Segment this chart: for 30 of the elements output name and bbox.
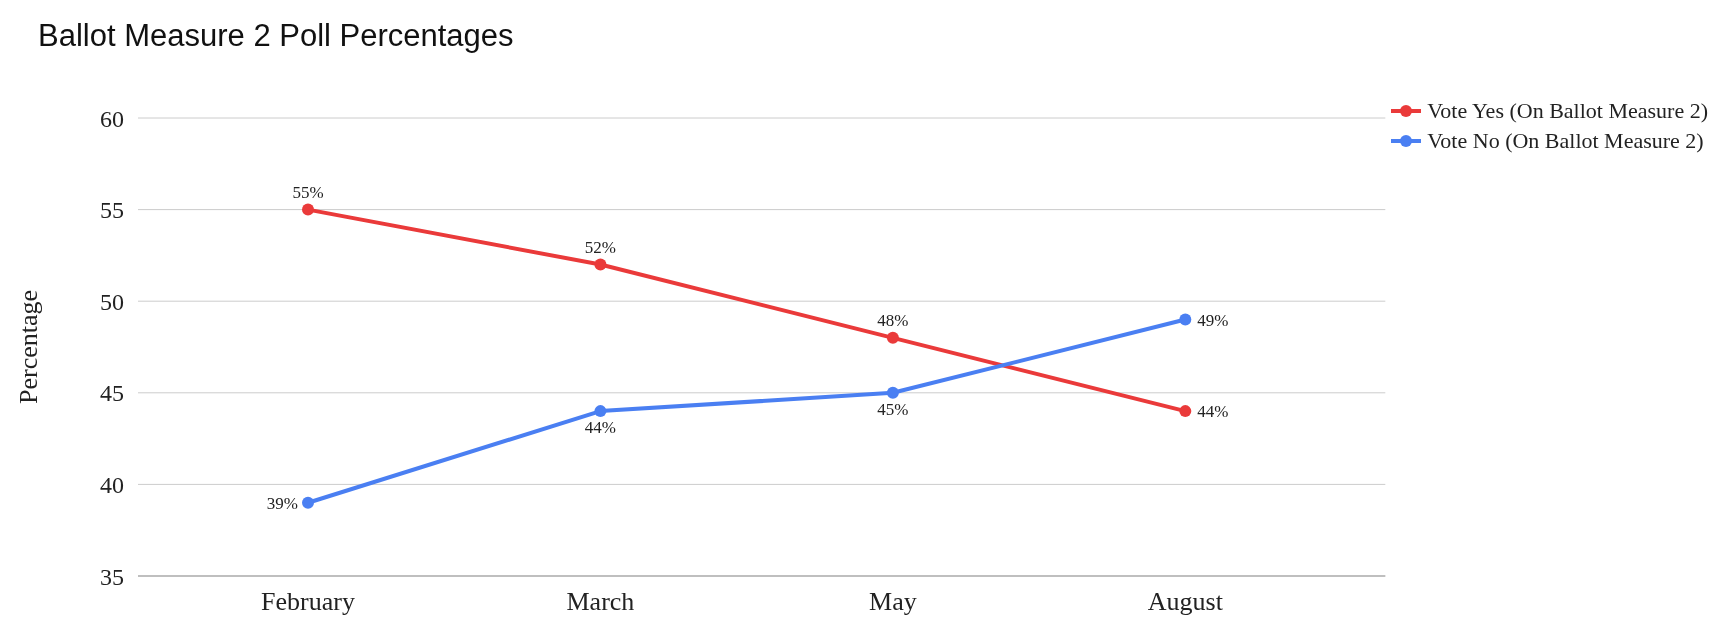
y-axis-title: Percentage [14,289,44,405]
point [594,405,607,418]
point [886,386,899,399]
x-tick-label: March [566,587,635,617]
y-tick-label: 45 [100,380,124,407]
y-tick-label: 35 [100,563,124,590]
data-label: 44% [584,418,617,438]
y-tick-label: 50 [100,288,124,315]
data-label: 45% [877,399,909,419]
data-label: 39% [266,493,298,513]
legend-label: Vote No (On Ballot Measure 2) [1427,128,1704,154]
x-tick-label: August [1147,587,1224,617]
chart-title: Ballot Measure 2 Poll Percentages [38,18,514,54]
data-label: 52% [584,237,617,257]
y-tick-label: 40 [100,471,124,498]
data-label: 48% [877,310,909,330]
point [1179,313,1192,326]
point [302,496,314,509]
x-tick-label: February [261,587,355,617]
point [1179,405,1192,418]
point [886,331,899,344]
data-label: 55% [292,182,324,202]
point [302,203,314,216]
data-label: 44% [1197,402,1229,422]
y-tick-label: 60 [100,105,124,132]
x-tick-label: May [869,587,917,617]
point [594,258,607,271]
y-tick-label: 55 [100,197,124,224]
legend-label: Vote Yes (On Ballot Measure 2) [1427,98,1708,124]
data-label: 49% [1197,310,1229,330]
